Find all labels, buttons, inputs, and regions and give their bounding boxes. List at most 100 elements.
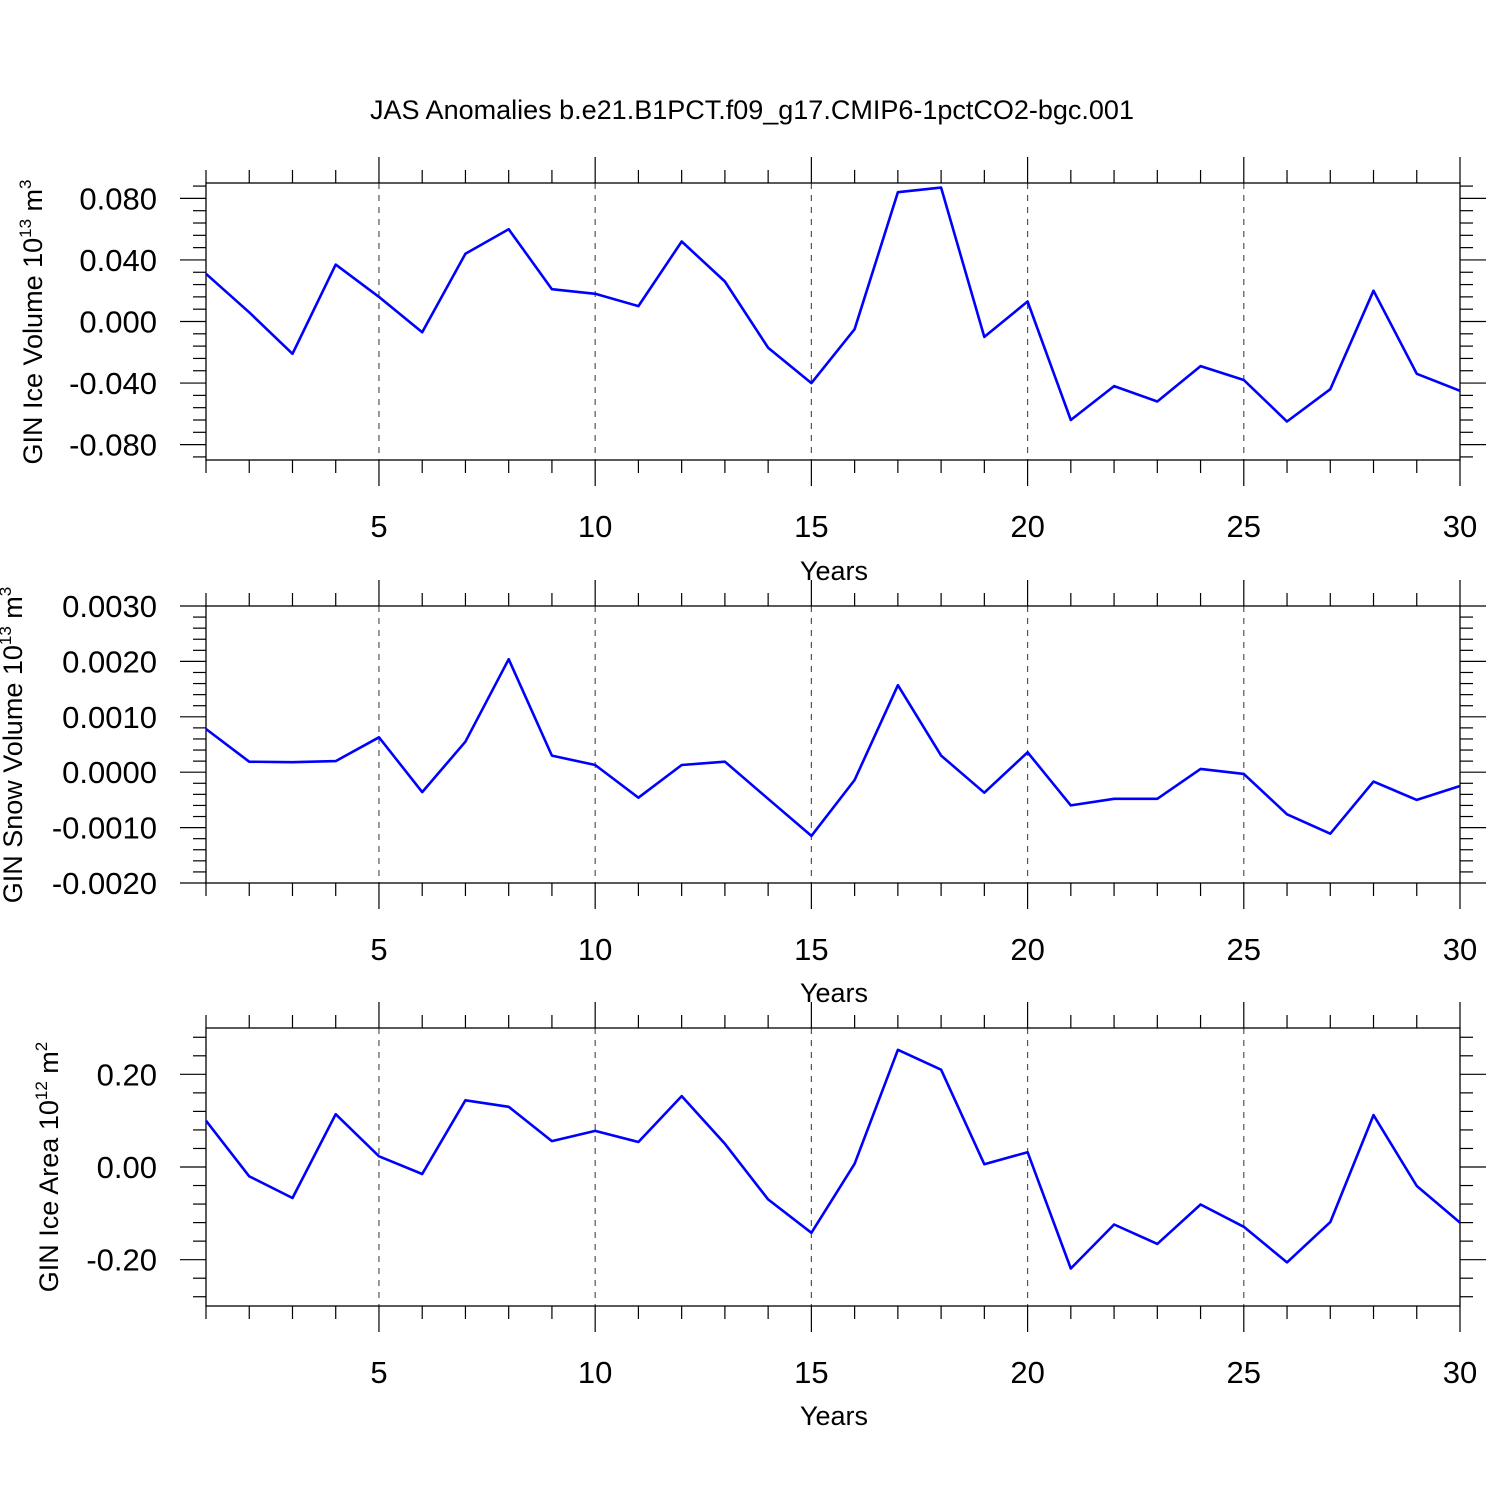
data-point — [982, 1162, 986, 1166]
y-tick-label: 0.0030 — [62, 589, 157, 624]
data-point — [1242, 772, 1246, 776]
data-point — [247, 1174, 251, 1178]
y-tick-label: -0.080 — [69, 428, 157, 463]
x-axis-label: Years — [800, 556, 868, 586]
data-point — [679, 1094, 683, 1098]
x-tick-label: 15 — [794, 509, 828, 544]
data-point — [1069, 418, 1073, 422]
y-tick-label: -0.040 — [69, 366, 157, 401]
x-axis-label: Years — [800, 978, 868, 1008]
y-axis-label: GIN Ice Volume 1013 m3 — [16, 179, 48, 464]
data-point — [463, 252, 467, 256]
y-tick-label: -0.20 — [86, 1243, 157, 1278]
x-tick-label: 20 — [1010, 509, 1044, 544]
data-point — [1025, 750, 1029, 754]
x-tick-label: 10 — [578, 509, 612, 544]
x-tick-label: 15 — [794, 1355, 828, 1390]
data-point — [1458, 784, 1462, 788]
data-point — [420, 790, 424, 794]
x-tick-label: 10 — [578, 932, 612, 967]
y-axis-label: GIN Ice Area 1012 m2 — [32, 1042, 64, 1293]
data-point — [939, 1068, 943, 1072]
data-point — [506, 227, 510, 231]
panel-2: 5 10 15 20 25 30 0.0030 0.0020 0.0010 0.0000 -0.00… — [0, 580, 1486, 1008]
y-tick-label: 0.0000 — [62, 755, 157, 790]
data-point — [593, 1129, 597, 1133]
x-axis-label: Years — [800, 1401, 868, 1431]
data-point — [1415, 372, 1419, 376]
y-tick-label: 0.040 — [79, 243, 157, 278]
y-tick-label: 0.00 — [97, 1150, 157, 1185]
data-point — [247, 759, 251, 763]
data-point — [939, 753, 943, 757]
data-point — [636, 795, 640, 799]
data-point — [852, 327, 856, 331]
plot-frame — [205, 182, 1461, 461]
x-tick-label: 20 — [1010, 1355, 1044, 1390]
y-tick-label: -0.0010 — [52, 811, 157, 846]
panels: 5 10 15 20 25 30 0.080 0.040 0.000 -0.040 -0.080 Ye… — [0, 157, 1486, 1431]
data-point — [939, 185, 943, 189]
data-point — [1112, 1222, 1116, 1226]
x-tick-label: 25 — [1227, 509, 1261, 544]
data-point — [204, 727, 208, 731]
data-point — [636, 304, 640, 308]
data-point — [766, 797, 770, 801]
data-point — [1371, 779, 1375, 783]
data-point — [679, 239, 683, 243]
x-tick-label: 5 — [370, 932, 387, 967]
data-point — [506, 657, 510, 661]
data-point — [593, 763, 597, 767]
data-point — [1458, 389, 1462, 393]
x-tick-label: 20 — [1010, 932, 1044, 967]
data-point — [334, 262, 338, 266]
data-point — [506, 1105, 510, 1109]
data-point — [679, 763, 683, 767]
data-point — [550, 1139, 554, 1143]
data-point — [463, 740, 467, 744]
data-point — [1198, 767, 1202, 771]
x-tick-label: 30 — [1443, 1355, 1477, 1390]
data-point — [1415, 798, 1419, 802]
data-point — [896, 683, 900, 687]
data-point — [1025, 299, 1029, 303]
data-point — [1198, 364, 1202, 368]
series-line — [204, 1048, 1461, 1270]
data-point — [1198, 1202, 1202, 1206]
data-point — [766, 345, 770, 349]
data-point — [420, 330, 424, 334]
data-point — [723, 759, 727, 763]
data-point — [1415, 1184, 1419, 1188]
data-point — [334, 759, 338, 763]
data-point — [1155, 797, 1159, 801]
data-point — [723, 279, 727, 283]
data-point — [204, 1118, 208, 1122]
data-point — [896, 190, 900, 194]
y-tick-label: 0.20 — [97, 1057, 157, 1092]
panel-3: 5 10 15 20 25 30 0.20 0.00 -0.20 Years GIN Ice Are… — [32, 1002, 1486, 1431]
data-point — [1242, 378, 1246, 382]
data-point — [1328, 831, 1332, 835]
data-point — [1371, 289, 1375, 293]
data-point — [852, 778, 856, 782]
data-point — [420, 1172, 424, 1176]
data-point — [377, 295, 381, 299]
y-axis-label: GIN Snow Volume 1013 m3 — [0, 587, 28, 904]
y-tick-label: 0.0020 — [62, 644, 157, 679]
data-point — [334, 1112, 338, 1116]
x-tick-label: 15 — [794, 932, 828, 967]
data-point — [809, 834, 813, 838]
x-tick-label: 30 — [1443, 509, 1477, 544]
data-point — [636, 1140, 640, 1144]
data-point — [377, 1154, 381, 1158]
series-line — [205, 657, 1461, 838]
y-tick-label: 0.080 — [79, 181, 157, 216]
plot-frame — [205, 1027, 1461, 1307]
data-point — [1155, 399, 1159, 403]
data-point — [766, 1197, 770, 1201]
data-point — [1328, 387, 1332, 391]
data-point — [290, 760, 294, 764]
data-point — [290, 352, 294, 356]
data-point — [1285, 812, 1289, 816]
chart-title: JAS Anomalies b.e21.B1PCT.f09_g17.CMIP6-… — [370, 95, 1134, 125]
